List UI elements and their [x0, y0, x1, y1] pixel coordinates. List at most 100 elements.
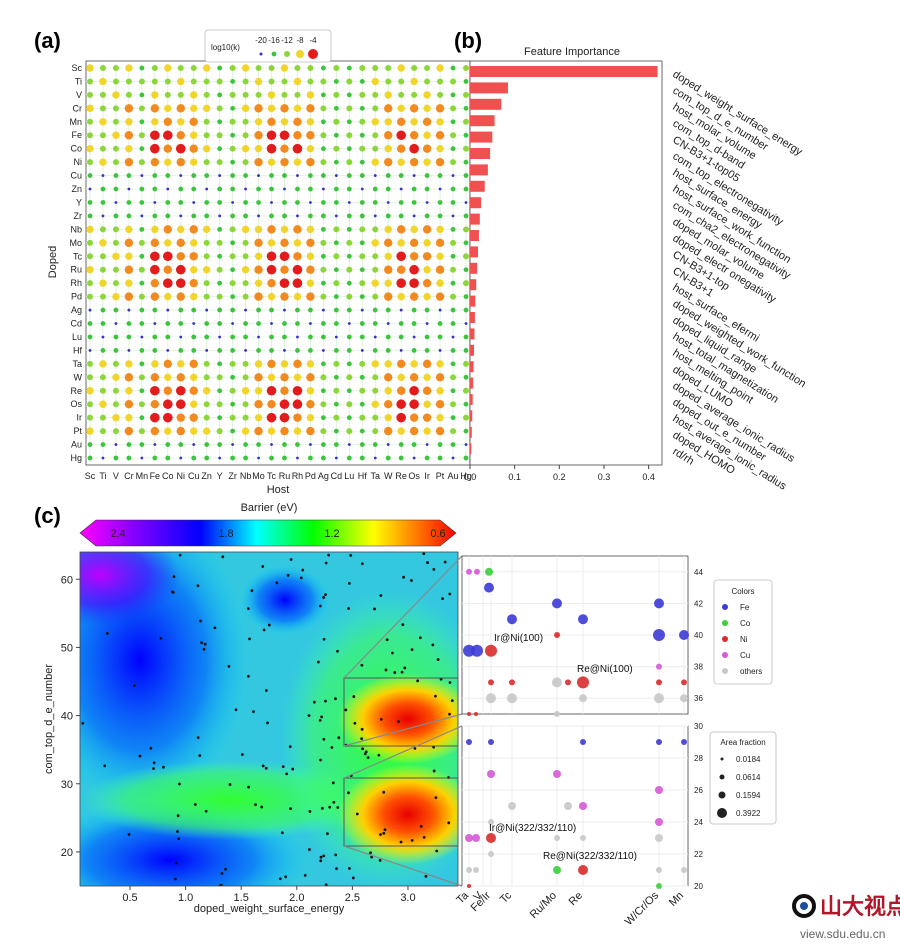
marker-Cd-on-Ag — [320, 321, 326, 326]
marker-Rh-on-Tc — [267, 278, 276, 288]
marker-Pt-on-Pt — [435, 426, 445, 436]
marker-Tc-on-Rh — [293, 252, 302, 261]
marker-V-on-V — [112, 91, 120, 99]
marker-Co-on-Nb — [241, 144, 250, 153]
bar-host_surface_work_function — [470, 180, 485, 192]
panel-a-gridlines — [86, 64, 470, 462]
sample-point — [400, 670, 404, 674]
sample-point — [178, 782, 181, 786]
marker-Pt-on-V — [112, 428, 119, 435]
y-tick-Ir: Ir — [77, 413, 83, 423]
marker-Hf-on-Lu — [346, 348, 352, 353]
marker-Ru-on-Os — [409, 264, 419, 275]
marker-Ru-on-Mo — [254, 265, 263, 274]
marker-Ir-on-Ni — [176, 413, 185, 422]
x-tick-Ta: Ta — [370, 471, 380, 481]
marker-Ti-on-Co — [164, 78, 171, 85]
sample-point — [347, 791, 350, 795]
inset-upper-marker — [488, 679, 494, 686]
marker-Au-on-Zr — [231, 443, 235, 446]
legend-color-label-Ni: Ni — [740, 635, 748, 644]
inset-lower-marker — [486, 833, 496, 843]
marker-Co-on-W — [384, 144, 392, 153]
marker-Mn-on-W — [384, 118, 392, 126]
marker-Nb-on-Y — [217, 226, 223, 232]
marker-Pd-on-Tc — [267, 292, 276, 301]
marker-V-on-Hf — [359, 91, 366, 98]
marker-V-on-W — [384, 91, 392, 99]
marker-Re-on-Cu — [189, 386, 198, 395]
panel-b-title: Feature Importance — [524, 46, 620, 58]
marker-Ru-on-Re — [396, 265, 406, 274]
marker-Ag-on-Cr — [127, 308, 131, 312]
y-tick-Hg: Hg — [70, 453, 82, 463]
legend-color-Co — [722, 620, 728, 626]
marker-Ir-on-Tc — [266, 412, 277, 423]
marker-Re-on-Au — [450, 388, 456, 394]
sample-point — [435, 849, 439, 853]
sample-point — [360, 727, 364, 731]
marker-Cr-on-Zr — [230, 105, 236, 111]
connector-line — [343, 845, 463, 887]
sample-point — [418, 636, 422, 640]
marker-Hf-on-Cu — [191, 348, 197, 353]
marker-Au-on-Ni — [178, 442, 184, 447]
marker-Ti-on-Ru — [281, 78, 288, 85]
marker-Pt-on-Fe — [150, 426, 160, 436]
sample-point — [324, 593, 327, 597]
marker-Os-on-Zn — [203, 401, 210, 408]
marker-Os-on-W — [384, 400, 393, 409]
marker-Cd-on-Nb — [243, 321, 248, 326]
marker-Lu-on-Y — [218, 335, 222, 339]
marker-Rh-on-Mn — [139, 280, 145, 286]
inset-lower-y-tick-26: 26 — [694, 786, 703, 795]
marker-Pd-on-Mo — [254, 292, 263, 301]
marker-Ir-on-Os — [409, 413, 419, 422]
marker-Hf-on-Ni — [178, 348, 184, 353]
marker-Au-on-Sc — [87, 442, 93, 447]
marker-Cr-on-Mn — [138, 105, 145, 112]
marker-Cd-on-Zn — [204, 321, 210, 326]
marker-Ir-on-Nb — [242, 414, 249, 421]
marker-W-on-Co — [164, 373, 172, 382]
sample-point — [285, 772, 289, 776]
marker-Zn-on-Ru — [283, 187, 286, 191]
marker-Mo-on-Co — [164, 239, 172, 247]
marker-Au-on-Ru — [282, 442, 287, 447]
marker-Ti-on-Tc — [268, 78, 275, 85]
marker-Ru-on-Ag — [320, 266, 327, 273]
marker-V-on-Zr — [229, 91, 236, 98]
marker-Ti-on-Pd — [307, 78, 314, 85]
marker-Au-on-Cu — [192, 443, 196, 446]
marker-Ir-on-Sc — [87, 414, 93, 421]
marker-Ag-on-Rh — [295, 307, 300, 313]
sample-point — [379, 717, 383, 721]
marker-Zr-on-Zn — [204, 213, 210, 219]
marker-V-on-Y — [217, 92, 223, 98]
marker-Cd-on-Lu — [347, 322, 351, 325]
sample-point — [416, 679, 420, 683]
marker-Mn-on-Co — [163, 117, 172, 126]
marker-V-on-Ni — [177, 91, 184, 98]
marker-Fe-on-Pt — [435, 131, 445, 140]
sample-point — [176, 830, 179, 833]
legend-area-label-0.0184: 0.0184 — [736, 755, 761, 764]
sample-point — [410, 648, 414, 652]
marker-Hg-on-Tc — [269, 455, 274, 461]
panel-a-y-label: Doped — [47, 246, 59, 278]
marker-Ta-on-Ni — [177, 360, 185, 368]
marker-W-on-Rh — [293, 373, 302, 382]
marker-Sc-on-W — [385, 65, 392, 71]
marker-Y-on-Au — [450, 200, 456, 205]
marker-Re-on-Ir — [422, 386, 432, 395]
legend-marker--8 — [296, 50, 304, 58]
marker-Y-on-Fe — [153, 201, 157, 204]
colorbar-title: Barrier (eV) — [241, 502, 298, 514]
sample-point — [326, 832, 329, 836]
x-tick-Ni: Ni — [177, 471, 186, 481]
marker-Cr-on-Co — [164, 104, 172, 113]
marker-Cr-on-Ni — [176, 104, 185, 113]
marker-Y-on-Os — [411, 200, 417, 205]
panel-b-frame — [469, 60, 663, 466]
marker-Ir-on-Ru — [279, 412, 290, 423]
